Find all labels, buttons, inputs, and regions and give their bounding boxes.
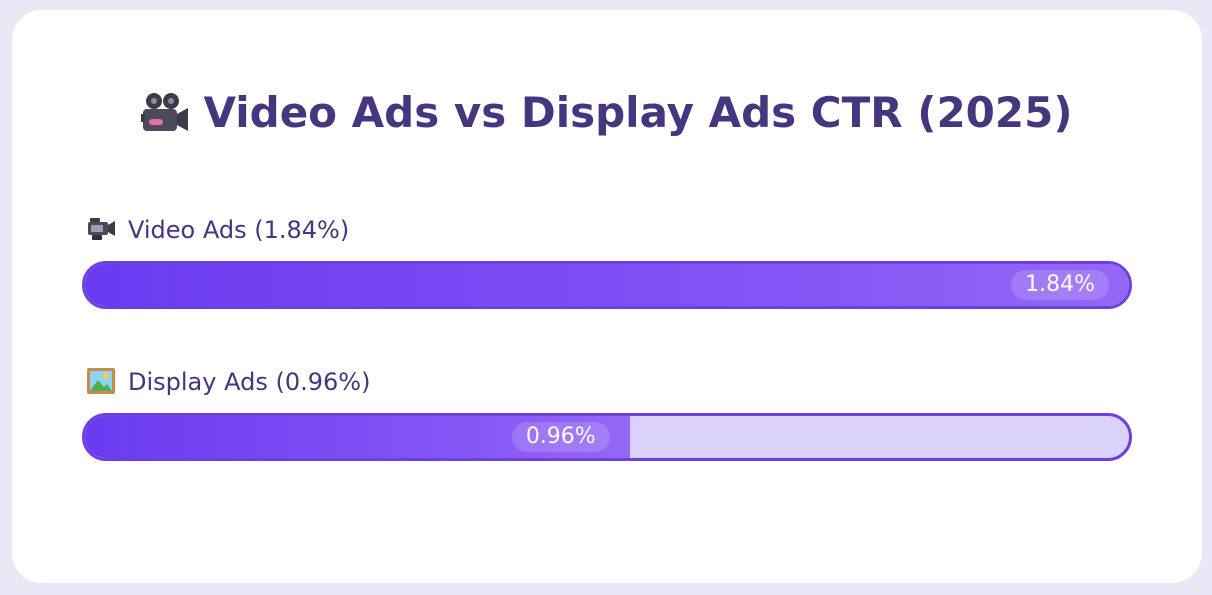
- video-ads-label: Video Ads (1.84%): [128, 216, 350, 244]
- video-ads-bar: [85, 264, 1129, 306]
- chart-title-row: Video Ads vs Display Ads CTR (2025): [12, 88, 1202, 138]
- chart-card: Video Ads vs Display Ads CTR (2025) Vide…: [12, 10, 1202, 583]
- chart-title: Video Ads vs Display Ads CTR (2025): [203, 88, 1073, 137]
- display-ads-bar-track: 0.96%: [82, 413, 1132, 461]
- framed-picture-icon: [86, 367, 116, 395]
- video-ads-value-label: 1.84%: [1011, 270, 1109, 300]
- row-label-display-ads: Display Ads (0.96%): [86, 367, 370, 397]
- video-ads-bar-track: 1.84%: [82, 261, 1132, 309]
- movie-camera-icon: [141, 92, 189, 134]
- row-label-video-ads: Video Ads (1.84%): [86, 215, 349, 245]
- video-camera-icon: [86, 216, 116, 242]
- display-ads-label: Display Ads (0.96%): [128, 368, 371, 396]
- display-ads-bar: [85, 416, 630, 458]
- display-ads-value-label: 0.96%: [511, 422, 610, 452]
